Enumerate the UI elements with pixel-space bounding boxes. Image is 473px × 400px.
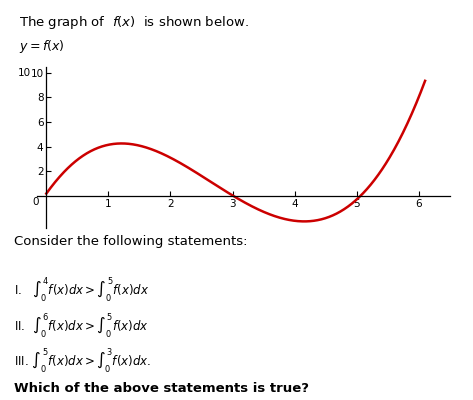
Text: II.  $\int_0^6 f(x)dx > \int_0^5 f(x)dx$: II. $\int_0^6 f(x)dx > \int_0^5 f(x)dx$ <box>14 311 149 340</box>
Text: Which of the above statements is true?: Which of the above statements is true? <box>14 382 309 395</box>
Text: Consider the following statements:: Consider the following statements: <box>14 235 247 248</box>
Text: $y = f(x)$: $y = f(x)$ <box>18 38 64 55</box>
Text: III. $\int_0^5 f(x)dx > \int_0^3 f(x)dx.$: III. $\int_0^5 f(x)dx > \int_0^3 f(x)dx.… <box>14 347 151 376</box>
Text: The graph of  $f(x)$  is shown below.: The graph of $f(x)$ is shown below. <box>18 14 248 31</box>
Text: I.   $\int_0^4 f(x)dx > \int_0^5 f(x)dx$: I. $\int_0^4 f(x)dx > \int_0^5 f(x)dx$ <box>14 276 149 304</box>
